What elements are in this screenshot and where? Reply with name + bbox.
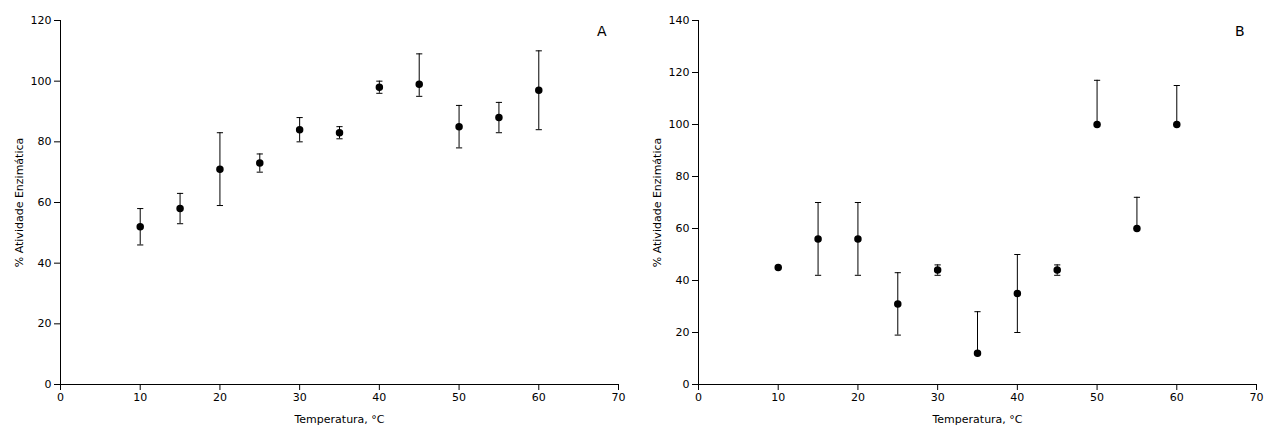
svg-text:80: 80 [676,170,690,183]
svg-text:40: 40 [1010,391,1024,404]
svg-text:100: 100 [31,75,52,88]
svg-text:40: 40 [38,257,52,270]
svg-text:B: B [1235,23,1245,39]
svg-text:0: 0 [45,378,52,391]
svg-text:0: 0 [683,378,690,391]
svg-text:120: 120 [31,14,52,27]
svg-text:100: 100 [669,118,690,131]
svg-text:0: 0 [695,391,702,404]
svg-text:120: 120 [669,66,690,79]
svg-text:60: 60 [38,196,52,209]
svg-text:30: 30 [931,391,945,404]
svg-text:A: A [597,23,607,39]
svg-text:% Atividade Enzimática: % Atividade Enzimática [13,138,26,268]
svg-text:10: 10 [133,391,147,404]
svg-text:0: 0 [57,391,64,404]
svg-text:70: 70 [1250,391,1264,404]
svg-text:30: 30 [293,391,307,404]
svg-text:60: 60 [532,391,546,404]
svg-text:70: 70 [612,391,626,404]
svg-text:20: 20 [213,391,227,404]
svg-text:Temperatura, °C: Temperatura, °C [931,413,1022,426]
svg-text:40: 40 [372,391,386,404]
svg-text:80: 80 [38,135,52,148]
svg-text:140: 140 [669,14,690,27]
svg-text:% Atividade Enzimática: % Atividade Enzimática [651,138,664,268]
svg-text:60: 60 [1170,391,1184,404]
svg-text:50: 50 [452,391,466,404]
svg-text:50: 50 [1090,391,1104,404]
svg-text:Temperatura, °C: Temperatura, °C [293,413,384,426]
svg-text:20: 20 [676,326,690,339]
svg-text:20: 20 [851,391,865,404]
svg-text:40: 40 [676,274,690,287]
svg-text:20: 20 [38,317,52,330]
svg-text:10: 10 [771,391,785,404]
svg-text:60: 60 [676,222,690,235]
